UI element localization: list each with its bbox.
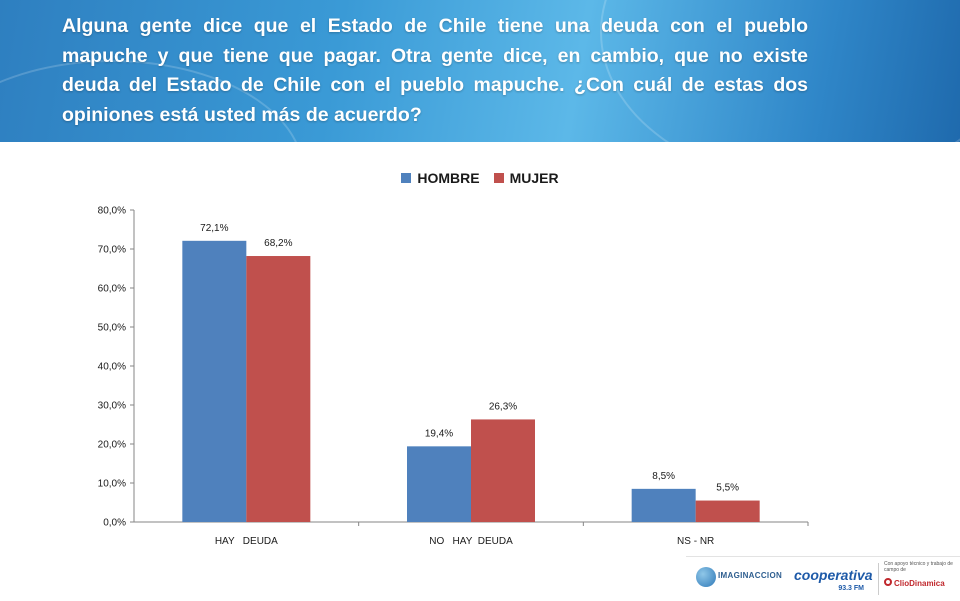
y-tick-label: 40,0% (98, 362, 126, 373)
cliodinamica-credit: Con apoyo técnico y trabajo de campo de (884, 561, 953, 573)
legend-label-hombre: HOMBRE (417, 170, 480, 186)
cliodinamica-logo: Con apoyo técnico y trabajo de campo de … (884, 561, 956, 597)
bar-mujer-0 (246, 256, 311, 522)
data-label: 68,2% (264, 238, 292, 249)
y-tick-label: 0,0% (103, 518, 126, 529)
data-label: 5,5% (716, 483, 739, 494)
bar-mujer-2 (695, 500, 760, 522)
y-tick-label: 70,0% (98, 245, 126, 256)
legend-swatch-hombre (401, 173, 412, 183)
x-tick-label: NS - NR (677, 536, 714, 547)
bar-hombre-2 (631, 488, 696, 522)
cooperativa-frequency: 93.3 FM (838, 585, 864, 592)
y-tick-label: 80,0% (98, 206, 126, 217)
legend-label-mujer: MUJER (509, 170, 559, 186)
cooperativa-logo: cooperativa 93.3 FM (794, 565, 873, 595)
x-tick-label: HAY DEUDA (215, 536, 278, 547)
chart-legend: HOMBRE MUJER (0, 170, 960, 186)
y-tick-label: 50,0% (98, 323, 126, 334)
y-tick-label: 60,0% (98, 284, 126, 295)
imaginaccion-logo-text: IMAGINACCION (718, 571, 783, 580)
x-tick-label: NO HAY DEUDA (429, 536, 513, 547)
bar-mujer-1 (471, 419, 535, 522)
data-label: 72,1% (200, 223, 228, 234)
legend-entry-hombre: HOMBRE (401, 170, 480, 186)
legend-swatch-mujer (493, 173, 504, 183)
cliodinamica-mark-icon (884, 578, 892, 586)
bar-hombre-1 (407, 446, 471, 522)
data-label: 19,4% (425, 428, 453, 439)
y-tick-label: 30,0% (98, 401, 126, 412)
legend-entry-mujer: MUJER (493, 170, 559, 186)
y-tick-label: 10,0% (98, 479, 126, 490)
globe-icon (696, 567, 716, 587)
cooperativa-logo-text: cooperativa (794, 567, 873, 583)
data-label: 26,3% (489, 401, 517, 412)
header-banner: Alguna gente dice que el Estado de Chile… (0, 0, 960, 142)
bar-hombre-0 (182, 240, 247, 522)
cliodinamica-logo-text: ClioDinamica (894, 579, 945, 588)
survey-question: Alguna gente dice que el Estado de Chile… (62, 15, 808, 126)
y-tick-label: 20,0% (98, 440, 126, 451)
logo-divider (878, 563, 879, 595)
imaginaccion-logo: IMAGINACCION (696, 565, 782, 593)
data-label: 8,5% (652, 471, 675, 482)
footer-logos: IMAGINACCION cooperativa 93.3 FM Con apo… (686, 556, 960, 601)
